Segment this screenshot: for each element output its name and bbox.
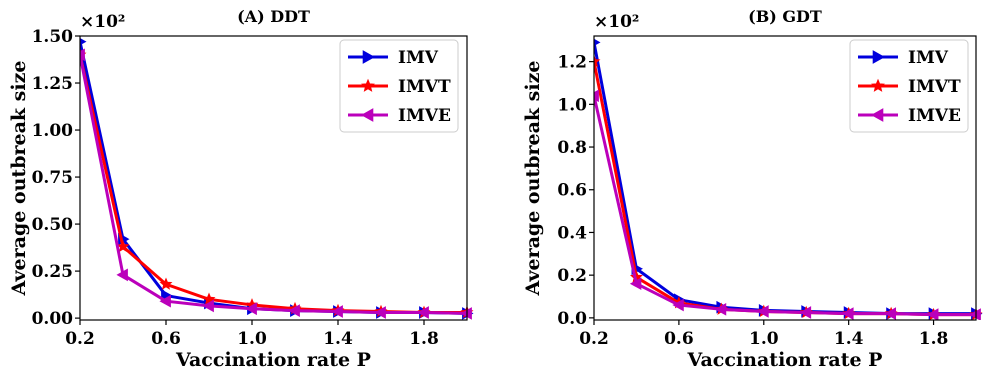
y-tick-label: 0.25: [32, 262, 73, 282]
data-point-imve: [159, 294, 171, 308]
x-tick-label: 1.8: [409, 329, 439, 349]
x-axis-label: Vaccination rate P: [175, 349, 371, 371]
chart-panel-b: 0.2 0.6 1.0 1.4 1.80.00.20.40.60.81.01.2Vacc…: [522, 7, 983, 371]
legend-label-imvt: IMVT: [398, 77, 451, 97]
chart-panel-a: 0.2 0.6 1.0 1.4 1.8 0.00 0.25 0.50 0.75 1.00 1.25 1…: [8, 7, 474, 371]
legend-marker-imvt: [871, 78, 885, 92]
y-tick-label: 0.0: [557, 309, 587, 329]
x-tick-label: 0.6: [664, 329, 694, 349]
axis-multiplier: ×10²: [594, 12, 639, 32]
data-point-imve: [245, 302, 257, 316]
data-point-imve: [927, 308, 939, 320]
legend-marker-imvt: [361, 78, 375, 92]
chart-title: (A) DDT: [237, 7, 310, 26]
legend: IMV IMVT IMVE: [849, 39, 969, 133]
x-tick-label: 1.4: [834, 329, 864, 349]
y-tick-label: 1.50: [32, 27, 74, 47]
x-tick-label: 1.8: [919, 329, 949, 349]
data-point-imvt: [594, 54, 601, 68]
data-point-imve: [374, 306, 386, 319]
legend-marker-imv: [362, 50, 376, 64]
series-line-imve: [80, 54, 468, 315]
data-point-imve: [842, 307, 854, 320]
data-point-imve: [288, 304, 300, 317]
x-tick-label: 0.2: [579, 329, 609, 349]
data-point-imve: [757, 305, 769, 318]
legend-label-imve: IMVE: [398, 106, 451, 126]
y-tick-label: 1.00: [32, 121, 74, 141]
y-tick-label: 0.2: [557, 266, 587, 286]
axis-multiplier: ×10²: [80, 12, 125, 32]
legend-box: [849, 39, 969, 133]
legend-label-imv: IMV: [398, 48, 439, 68]
y-tick-label: 0.00: [32, 309, 74, 329]
x-tick-label: 1.0: [237, 329, 267, 349]
data-point-imve: [884, 307, 897, 320]
y-tick-label: 1.25: [32, 74, 73, 94]
data-point-imve: [116, 268, 128, 282]
x-tick-label: 0.2: [65, 329, 95, 349]
legend: IMV IMVT IMVE: [339, 39, 459, 133]
legend-label-imvt: IMVT: [908, 77, 961, 97]
y-tick-label: 0.75: [32, 168, 73, 188]
axes-frame: [79, 35, 468, 321]
legend-label-imve: IMVE: [908, 106, 961, 126]
y-tick-label: 0.4: [557, 223, 587, 243]
data-point-imvt: [116, 239, 130, 253]
y-tick-label: 0.8: [557, 138, 587, 158]
x-tick-label: 1.0: [749, 329, 779, 349]
chart-title: (B) GDT: [748, 7, 822, 26]
data-point-imve: [629, 277, 642, 291]
y-tick-label: 0.6: [557, 181, 587, 201]
series-line-imve: [594, 95, 976, 317]
data-point-imve: [331, 305, 343, 318]
data-point-imve: [672, 298, 684, 312]
data-point-imve: [202, 299, 214, 313]
y-tick-label: 1.2: [557, 53, 587, 73]
data-point-imve: [417, 306, 429, 319]
data-point-imve: [799, 306, 812, 319]
data-point-imvt: [159, 277, 173, 290]
axes-frame: [593, 35, 977, 321]
x-tick-label: 0.6: [151, 329, 181, 349]
y-axis-label: Average outbreak size: [8, 61, 30, 297]
y-axis-label: Average outbreak size: [522, 61, 544, 297]
data-point-imve: [80, 48, 85, 62]
legend-marker-imve: [360, 108, 374, 122]
x-axis-label: Vaccination rate P: [687, 349, 883, 371]
y-tick-label: 1.0: [557, 95, 587, 115]
legend-box: [339, 39, 459, 133]
data-point-imve: [714, 302, 727, 316]
legend-marker-imve: [870, 108, 884, 122]
data-point-imve: [594, 89, 599, 103]
legend-label-imv: IMV: [908, 48, 949, 68]
legend-marker-imv: [872, 50, 886, 64]
x-tick-label: 1.4: [323, 329, 353, 349]
y-tick-label: 0.50: [32, 215, 74, 235]
